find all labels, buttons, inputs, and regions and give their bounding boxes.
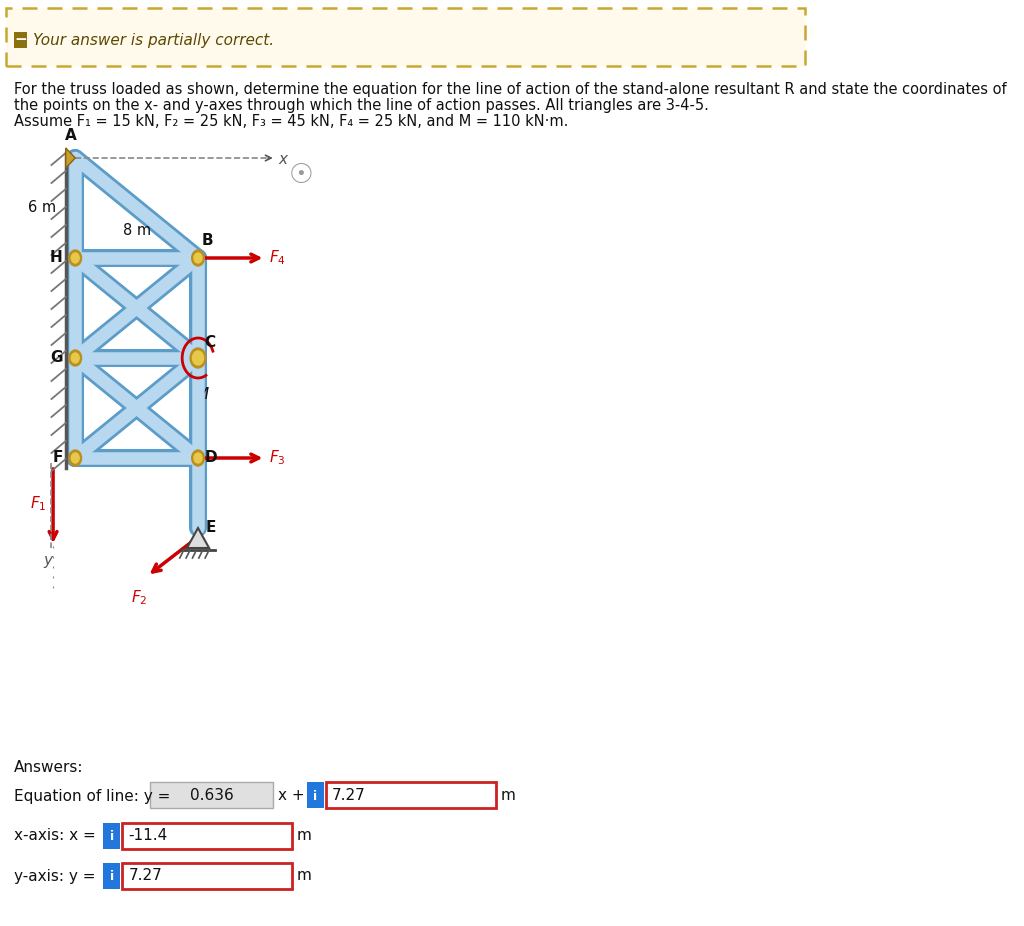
Polygon shape bbox=[187, 528, 209, 548]
FancyBboxPatch shape bbox=[151, 782, 273, 808]
Text: B: B bbox=[202, 233, 214, 248]
FancyBboxPatch shape bbox=[6, 8, 805, 66]
Text: m: m bbox=[297, 829, 312, 844]
Text: 8 m: 8 m bbox=[123, 223, 151, 238]
Circle shape bbox=[72, 453, 79, 463]
Text: 0.636: 0.636 bbox=[190, 789, 233, 804]
Text: 7.27: 7.27 bbox=[332, 789, 366, 804]
FancyBboxPatch shape bbox=[326, 782, 496, 808]
Text: G: G bbox=[50, 351, 62, 366]
Circle shape bbox=[69, 250, 82, 266]
Text: $F_2$: $F_2$ bbox=[131, 588, 147, 607]
Text: x-axis: x =: x-axis: x = bbox=[14, 829, 101, 844]
Text: $F_1$: $F_1$ bbox=[31, 494, 47, 513]
Text: i: i bbox=[110, 870, 114, 882]
Circle shape bbox=[194, 253, 202, 263]
FancyBboxPatch shape bbox=[103, 863, 121, 889]
Circle shape bbox=[72, 353, 79, 363]
Text: Answers:: Answers: bbox=[14, 760, 84, 775]
Circle shape bbox=[191, 450, 205, 466]
Text: F: F bbox=[52, 451, 62, 466]
Text: $F_3$: $F_3$ bbox=[269, 449, 286, 468]
Text: m: m bbox=[297, 869, 312, 883]
Text: Your answer is partially correct.: Your answer is partially correct. bbox=[33, 32, 274, 47]
Text: x: x bbox=[279, 153, 288, 168]
Circle shape bbox=[190, 348, 206, 368]
FancyBboxPatch shape bbox=[122, 823, 292, 849]
FancyBboxPatch shape bbox=[306, 782, 324, 808]
FancyBboxPatch shape bbox=[103, 823, 121, 849]
Text: E: E bbox=[206, 520, 216, 535]
Text: i: i bbox=[110, 830, 114, 843]
Text: -11.4: -11.4 bbox=[128, 829, 168, 844]
Text: ☉: ☉ bbox=[289, 161, 313, 189]
Text: 6 m: 6 m bbox=[28, 201, 56, 216]
Bar bbox=[14, 32, 27, 48]
FancyBboxPatch shape bbox=[122, 863, 292, 889]
Circle shape bbox=[69, 450, 82, 466]
Text: Assume F₁ = 15 kN, F₂ = 25 kN, F₃ = 45 kN, F₄ = 25 kN, and M = 110 kN·m.: Assume F₁ = 15 kN, F₂ = 25 kN, F₃ = 45 k… bbox=[14, 114, 568, 129]
Text: i: i bbox=[313, 790, 317, 803]
Circle shape bbox=[69, 350, 82, 366]
Text: $F_4$: $F_4$ bbox=[269, 249, 286, 268]
Circle shape bbox=[191, 350, 205, 366]
Text: For the truss loaded as shown, determine the equation for the line of action of : For the truss loaded as shown, determine… bbox=[14, 82, 1007, 97]
Circle shape bbox=[194, 453, 202, 463]
Text: x +: x + bbox=[278, 789, 309, 804]
Text: A: A bbox=[66, 128, 77, 143]
Text: 7.27: 7.27 bbox=[128, 869, 162, 883]
Circle shape bbox=[191, 250, 205, 266]
Text: C: C bbox=[205, 335, 215, 350]
Polygon shape bbox=[66, 148, 75, 168]
Circle shape bbox=[194, 353, 202, 363]
Text: m: m bbox=[501, 789, 515, 804]
Text: H: H bbox=[50, 251, 62, 266]
Text: Equation of line: y =: Equation of line: y = bbox=[14, 789, 175, 804]
Circle shape bbox=[72, 253, 79, 263]
Circle shape bbox=[193, 351, 204, 365]
Text: −: − bbox=[14, 32, 27, 47]
Text: y: y bbox=[43, 553, 52, 568]
Text: $M$: $M$ bbox=[195, 386, 209, 402]
Text: D: D bbox=[205, 451, 217, 466]
Text: y-axis: y =: y-axis: y = bbox=[14, 869, 100, 883]
Text: the points on the x- and y-axes through which the line of action passes. All tri: the points on the x- and y-axes through … bbox=[14, 98, 710, 113]
